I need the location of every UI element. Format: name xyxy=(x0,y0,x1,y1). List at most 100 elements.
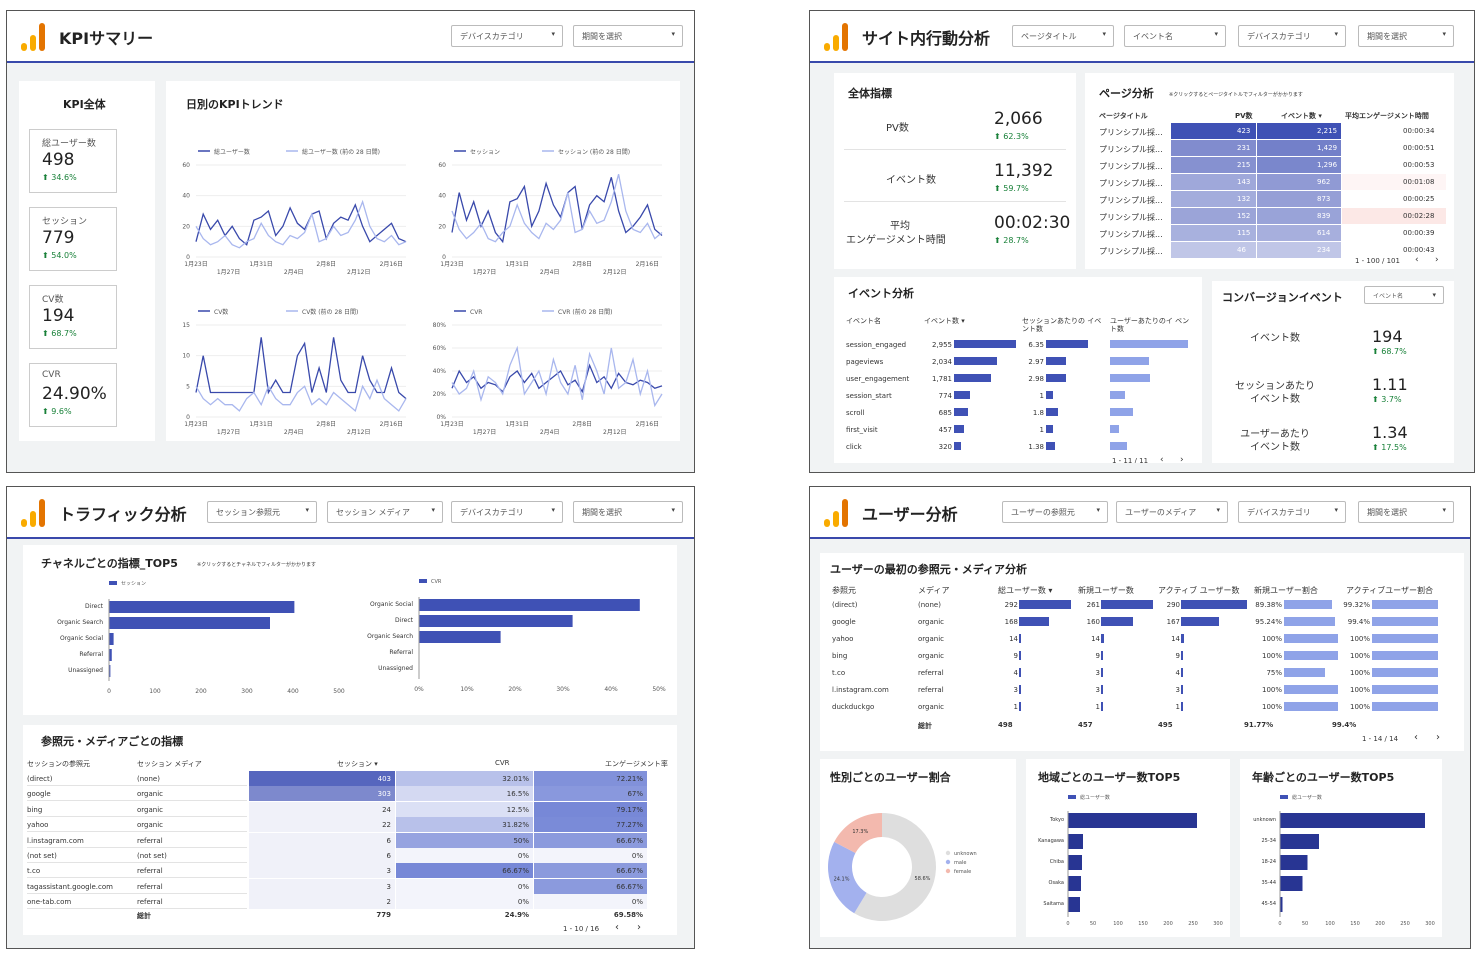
page-title-cell[interactable]: プリンシプル採... xyxy=(1099,196,1163,205)
bar xyxy=(109,633,114,645)
device-category-filter[interactable]: デバイスカテゴリ ▾ xyxy=(451,501,563,523)
device-category-filter[interactable]: デバイスカテゴリ ▾ xyxy=(1238,501,1346,523)
x-tick-label: 2月8日 xyxy=(572,421,592,428)
cvr-heat-cell xyxy=(396,894,533,910)
category-label: Referral xyxy=(79,651,103,658)
event-heat-cell xyxy=(1257,157,1341,173)
per-user-bar xyxy=(1110,357,1149,365)
panel-header: KPIサマリー デバイスカテゴリ ▾ 期間を選択 ▾ xyxy=(7,11,694,63)
event-name-cell[interactable]: user_engagement xyxy=(846,375,910,383)
source-cell[interactable]: (direct) xyxy=(832,601,858,609)
next-page-icon[interactable]: › xyxy=(1436,732,1440,743)
count-cell: 167 xyxy=(1166,618,1180,626)
source-cell[interactable]: t.co xyxy=(832,669,846,677)
event-name-cell[interactable]: session_engaged xyxy=(846,341,907,349)
event-name-cell[interactable]: session_start xyxy=(846,392,892,400)
source-cell[interactable]: l.instagram.com xyxy=(27,836,84,845)
page-title-cell[interactable]: プリンシプル採... xyxy=(1099,213,1163,222)
device-category-filter[interactable]: デバイスカテゴリ ▾ xyxy=(1238,25,1346,47)
source-cell[interactable]: yahoo xyxy=(832,635,854,643)
date-range-filter[interactable]: 期間を選択 ▾ xyxy=(1358,25,1454,47)
event-name-cell[interactable]: click xyxy=(846,443,862,451)
session-source-filter[interactable]: セッション参照元 ▾ xyxy=(207,501,317,523)
event-name-cell[interactable]: pageviews xyxy=(846,358,884,366)
legend-swatch xyxy=(1068,795,1076,799)
source-cell[interactable]: yahoo xyxy=(27,821,49,830)
active-ratio-bar xyxy=(1372,668,1438,677)
event-count-bar xyxy=(954,357,997,365)
engagement-cell: 66.67% xyxy=(616,867,643,876)
page-title-filter[interactable]: ページタイトル ▾ xyxy=(1012,25,1114,47)
source-cell[interactable]: (direct) xyxy=(27,775,53,783)
bar xyxy=(1068,897,1080,912)
source-cell[interactable]: t.co xyxy=(27,867,41,876)
source-cell[interactable]: l.instagram.com xyxy=(832,686,889,694)
count-cell: 3 xyxy=(1013,686,1018,694)
x-tick-label: 200 xyxy=(1163,921,1173,927)
column-header: 参照元 xyxy=(832,586,856,595)
page-title-cell[interactable]: プリンシプル採... xyxy=(1099,162,1163,171)
device-category-filter[interactable]: デバイスカテゴリ ▾ xyxy=(451,25,563,47)
chevron-down-icon: ▾ xyxy=(431,506,435,514)
legend-label: male xyxy=(954,860,966,866)
medium-cell: referral xyxy=(137,867,163,876)
session-heat-cell xyxy=(249,817,395,833)
page-title-cell[interactable]: プリンシプル採... xyxy=(1099,128,1163,137)
event-name-cell[interactable]: scroll xyxy=(846,409,865,417)
session-medium-filter[interactable]: セッション メディア ▾ xyxy=(327,501,443,523)
row-divider xyxy=(27,831,247,833)
source-cell[interactable]: (not set) xyxy=(27,852,57,860)
page-title-cell[interactable]: プリンシプル採... xyxy=(1099,179,1163,188)
source-cell[interactable]: duckduckgo xyxy=(832,703,875,711)
event-name-filter[interactable]: イベント名 ▾ xyxy=(1364,286,1444,304)
arrow-up-icon: ⬆ xyxy=(994,132,1004,141)
event-count-cell: 2,955 xyxy=(931,341,952,349)
count-cell: 14 xyxy=(1091,635,1100,643)
page-title-cell[interactable]: プリンシプル採... xyxy=(1099,247,1163,256)
next-page-icon[interactable]: › xyxy=(637,922,641,933)
cvr-cell: 31.82% xyxy=(502,821,529,830)
channel-bar-charts: セッション Direct Organic Search Organic Social R… xyxy=(57,579,666,695)
source-cell[interactable]: one-tab.com xyxy=(27,898,72,907)
next-page-icon[interactable]: › xyxy=(1435,255,1439,265)
page-title-cell[interactable]: プリンシプル採... xyxy=(1099,230,1163,239)
kpi-change-value: 9.6% xyxy=(51,407,72,416)
count-bar xyxy=(1019,685,1021,694)
metric-change: ⬆ 28.7% xyxy=(994,236,1029,245)
source-cell[interactable]: google xyxy=(832,618,856,626)
date-range-filter[interactable]: 期間を選択 ▾ xyxy=(573,25,683,47)
column-header: 新規ユーザー数 xyxy=(1078,586,1134,595)
user-source-filter[interactable]: ユーザーの参照元 ▾ xyxy=(1002,501,1108,523)
source-cell[interactable]: tagassistant.google.com xyxy=(27,882,113,891)
user-medium-filter[interactable]: ユーザーのメディア ▾ xyxy=(1116,501,1228,523)
legend-label: 総ユーザー数 xyxy=(214,148,250,156)
category-label: Direct xyxy=(395,617,414,624)
page-title-cell[interactable]: プリンシプル採... xyxy=(1099,145,1163,154)
conv-change: ⬆ 17.5% xyxy=(1372,443,1407,452)
event-name-filter[interactable]: イベント名 ▾ xyxy=(1124,25,1226,47)
arrow-up-icon: ⬆ xyxy=(42,173,52,182)
count-bar xyxy=(1181,685,1183,694)
date-range-filter[interactable]: 期間を選択 ▾ xyxy=(1358,501,1454,523)
source-cell[interactable]: bing xyxy=(27,805,43,814)
pv-heat-cell xyxy=(1171,140,1256,156)
gender-donut-chart: 58.6% 24.1% 17.3% unknown male female xyxy=(828,813,977,921)
conv-change-value: 17.5% xyxy=(1381,443,1407,452)
source-cell[interactable]: bing xyxy=(832,652,848,660)
kpi-box: CVR 24.90% ⬆ 9.6% xyxy=(29,363,117,427)
prev-page-icon[interactable]: ‹ xyxy=(1160,455,1164,463)
event-name-cell[interactable]: first_visit xyxy=(846,426,878,434)
source-cell[interactable]: google xyxy=(27,790,51,799)
prev-page-icon[interactable]: ‹ xyxy=(615,922,619,933)
bar xyxy=(109,665,111,677)
event-count-bar xyxy=(954,340,1016,348)
date-range-filter[interactable]: 期間を選択 ▾ xyxy=(573,501,683,523)
prev-page-icon[interactable]: ‹ xyxy=(1414,732,1418,743)
cvr-cell: 66.67% xyxy=(502,867,529,876)
session-cell: 24 xyxy=(382,805,391,814)
event-count-cell: 839 xyxy=(1317,212,1331,220)
new-ratio-cell: 100% xyxy=(1261,652,1282,660)
next-page-icon[interactable]: › xyxy=(1180,455,1184,463)
prev-page-icon[interactable]: ‹ xyxy=(1415,255,1419,265)
session-heat-cell xyxy=(249,832,395,848)
